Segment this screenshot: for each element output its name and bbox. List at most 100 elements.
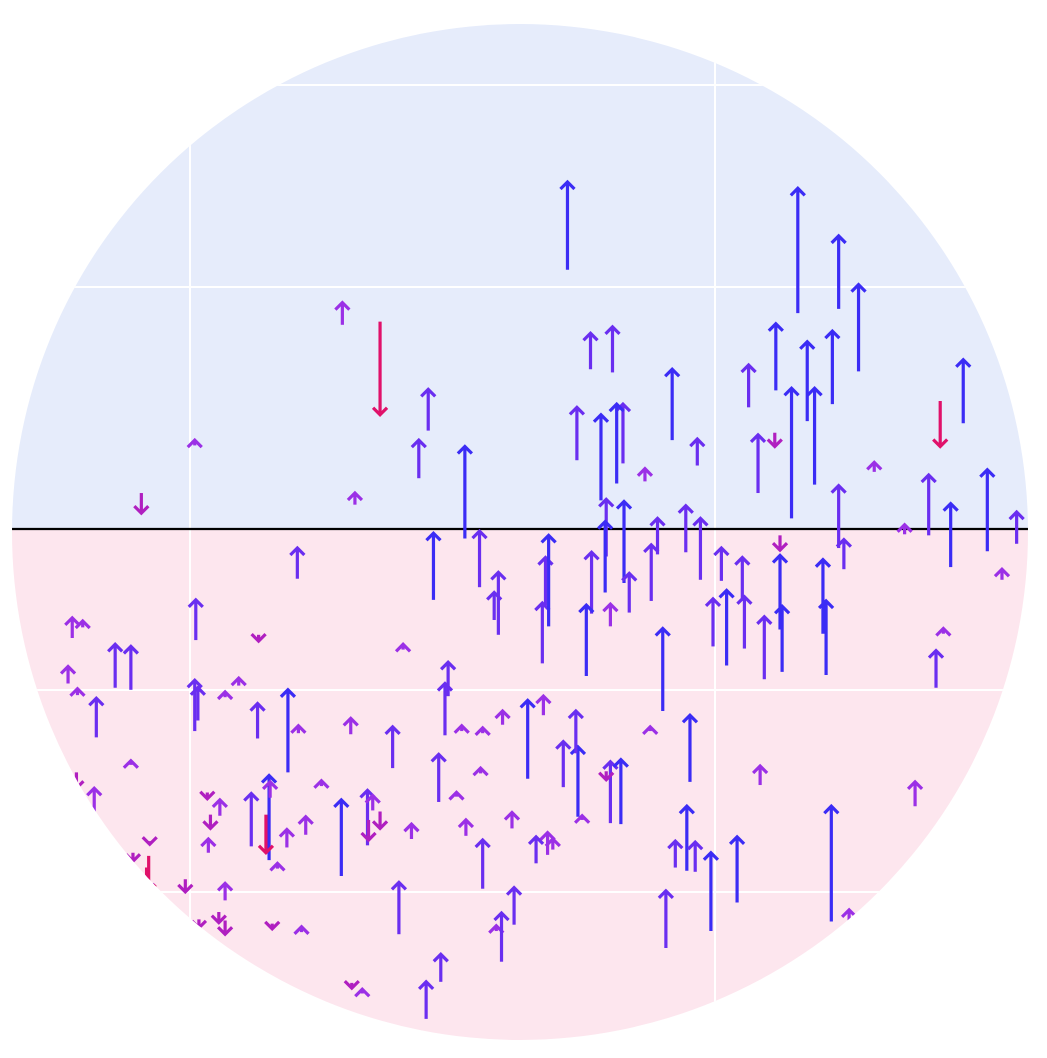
arrow-mark (636, 466, 654, 482)
arrow-mark (830, 233, 847, 309)
arrow-mark (657, 888, 675, 948)
arrow-mark (736, 594, 753, 649)
arrow-mark (243, 791, 260, 847)
arrow-head (689, 436, 706, 448)
arrow-mark (704, 596, 722, 647)
arrow-head (313, 778, 330, 789)
arrow-head (490, 570, 507, 581)
arrow-mark (749, 432, 767, 494)
arrow-mark (261, 779, 279, 798)
arrow-head (927, 648, 945, 659)
arrow-head (574, 813, 591, 824)
arrow-head (740, 362, 757, 374)
arrow-mark (767, 321, 784, 391)
arrow-mark (814, 557, 832, 634)
arrow-mark (211, 797, 229, 816)
arrow-mark (582, 331, 599, 370)
arrow-head (1008, 509, 1025, 521)
arrow-head (436, 681, 454, 692)
arrow-mark (817, 598, 835, 676)
arrow-mark (293, 924, 310, 935)
arrow-mark (559, 179, 576, 270)
arrow-head (830, 483, 847, 494)
arrow-head (186, 678, 203, 689)
arrow-head (394, 642, 412, 653)
arrow-mark (269, 861, 286, 872)
arrow-mark (615, 499, 633, 583)
arrow-head (736, 594, 753, 605)
arrow-mark (569, 744, 587, 817)
arrow-head (59, 664, 77, 675)
arrow-mark (771, 535, 789, 553)
arrow-mark (278, 827, 296, 848)
arrow-mark (216, 881, 234, 901)
arrow-head (789, 186, 806, 197)
arrow-head (654, 626, 671, 637)
arrow-head (718, 588, 735, 599)
arrow-mark (993, 566, 1011, 580)
arrow-mark (177, 879, 194, 895)
arrow-head (642, 724, 659, 735)
arrow-head (783, 386, 800, 397)
arrow-mark (472, 765, 489, 777)
arrow-mark (334, 300, 351, 325)
arrow-mark (740, 362, 757, 408)
arrow-mark (667, 838, 684, 868)
arrow-head (230, 675, 247, 687)
arrow-head (199, 790, 216, 802)
arrow-head (86, 785, 103, 797)
arrow-mark (354, 986, 371, 998)
arrow-head (540, 533, 557, 544)
arrow-head (636, 466, 654, 477)
arrow-mark (364, 793, 381, 811)
arrow-mark (189, 930, 207, 941)
arrow-head (598, 497, 615, 508)
arrow-mark (597, 519, 614, 593)
arrow-mark (200, 836, 217, 853)
arrow-head (920, 472, 937, 484)
arrow-mark (927, 648, 945, 688)
arrow-mark (734, 555, 751, 601)
arrow-mark (59, 664, 77, 684)
arrow-mark (346, 490, 364, 505)
arrow-mark (371, 321, 389, 417)
arrow-head (608, 401, 625, 413)
arrow-head (165, 916, 182, 927)
arrow-head (346, 490, 364, 502)
arrow-mark (692, 516, 709, 580)
arrow-mark (394, 642, 412, 653)
arrow-head (567, 708, 584, 720)
arrow-mark (866, 460, 883, 472)
arrow-head (457, 817, 475, 829)
arrow-head (649, 516, 666, 527)
arrow-mark (830, 483, 847, 549)
arrow-mark (681, 712, 699, 782)
arrow-head (830, 233, 847, 245)
arrow-head (643, 542, 660, 554)
arrow-head (420, 387, 437, 398)
arrow-mark (751, 763, 769, 786)
arrow-head (942, 501, 959, 512)
arrow-head (297, 814, 314, 825)
arrow-mark (942, 501, 959, 568)
arrow-mark (64, 615, 81, 638)
arrow-head (187, 597, 204, 609)
arrow-head (681, 712, 699, 724)
arrow-head (250, 633, 267, 644)
arrow-mark (689, 436, 706, 466)
arrow-mark (687, 839, 704, 872)
arrow-head (713, 545, 730, 557)
arrow-head (189, 930, 207, 941)
arrow-head (140, 883, 157, 895)
arrow-mark (642, 724, 659, 735)
arrow-mark (614, 401, 632, 464)
arrow-mark (390, 880, 408, 935)
arrow-head (264, 920, 281, 932)
arrow-series (59, 179, 1025, 1019)
arrow-head (535, 693, 552, 705)
arrow-mark (297, 814, 314, 835)
arrow-mark (932, 400, 949, 449)
arrow-head (417, 979, 435, 990)
arrow-mark (604, 324, 621, 373)
